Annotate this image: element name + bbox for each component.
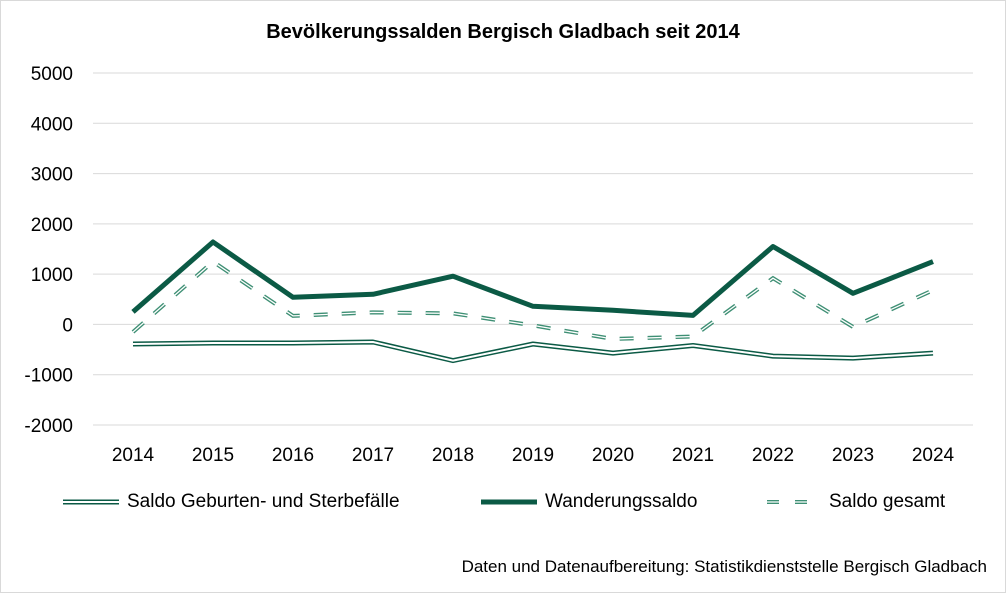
- y-tick-label: 3000: [31, 165, 73, 186]
- series-line-saldo-gesamt-inner: [132, 260, 934, 340]
- series-line-saldo-gesamt-outer: [131, 259, 934, 342]
- x-tick-label: 2024: [912, 445, 955, 466]
- gridlines: [93, 72, 973, 426]
- y-tick-label: 2000: [31, 215, 73, 236]
- legend-item-wanderungssaldo: Wanderungssaldo: [479, 489, 697, 515]
- y-tick-label: 1000: [31, 265, 73, 286]
- x-tick-label: 2017: [352, 445, 394, 466]
- x-tick-label: 2021: [672, 445, 714, 466]
- y-tick-label: -1000: [24, 366, 73, 387]
- x-tick-label: 2019: [512, 445, 554, 466]
- x-tick-label: 2018: [432, 445, 474, 466]
- chart-title: Bevölkerungssalden Bergisch Gladbach sei…: [266, 21, 740, 43]
- y-axis-ticks: 5000 4000 3000 2000 1000 0 -1000 -2000: [24, 64, 73, 437]
- y-tick-label: -2000: [24, 416, 73, 437]
- legend: Saldo Geburten- und Sterbefälle Wanderun…: [61, 489, 981, 515]
- legend-swatch-double: [63, 499, 119, 505]
- x-axis-ticks: 2014 2015 2016 2017 2018 2019 2020 2021 2022 2023…: [112, 445, 955, 466]
- y-tick-label: 0: [62, 315, 73, 336]
- y-tick-label: 5000: [31, 64, 73, 85]
- series-line-saldo-geburten-und-sterbef-lle-inner: [132, 341, 934, 362]
- x-tick-label: 2022: [752, 445, 794, 466]
- series-line-wanderungssaldo: [131, 239, 934, 318]
- legend-item-saldo-geburten-sterbefaelle: Saldo Geburten- und Sterbefälle: [61, 489, 400, 515]
- series-lines: [131, 239, 934, 364]
- legend-item-saldo-gesamt: Saldo gesamt: [763, 489, 945, 515]
- legend-label: Saldo Geburten- und Sterbefälle: [127, 491, 400, 512]
- y-tick-label: 4000: [31, 114, 73, 135]
- x-tick-label: 2020: [592, 445, 634, 466]
- x-tick-label: 2023: [832, 445, 874, 466]
- legend-label: Saldo gesamt: [829, 491, 946, 512]
- x-tick-label: 2016: [272, 445, 314, 466]
- legend-label: Wanderungssaldo: [545, 491, 698, 512]
- source-note: Daten und Datenaufbereitung: Statistikdi…: [461, 557, 987, 576]
- x-tick-label: 2015: [192, 445, 234, 466]
- legend-swatch-dashed: [767, 500, 821, 504]
- legend-swatch-solid: [481, 499, 537, 505]
- x-tick-label: 2014: [112, 445, 155, 466]
